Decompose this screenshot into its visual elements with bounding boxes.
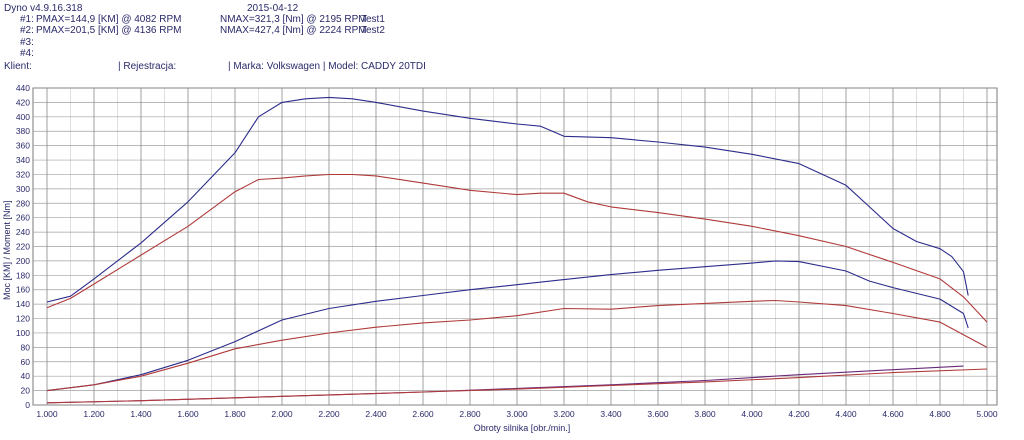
x-tick-label: 5.000 [976, 409, 998, 419]
series-line-4 [46, 299, 988, 392]
x-tick-label: 3.600 [647, 409, 669, 419]
grid [33, 87, 997, 406]
x-tick-label: 2.400 [365, 409, 387, 419]
y-tick-label: 120 [16, 314, 30, 324]
x-tick-label: 4.000 [741, 409, 763, 419]
run-4-label: #4: [20, 48, 34, 59]
series-line-3 [46, 260, 969, 392]
y-tick-label: 320 [16, 169, 30, 179]
test-date: 2015-04-12 [247, 3, 299, 14]
x-tick-label: 1.000 [36, 409, 58, 419]
y-tick-labels: 0 20 40 60 80 100 120 140 160 180 200 220 240 260 280 3… [16, 83, 30, 410]
run-1-label: #1: [20, 14, 34, 25]
run-3-label: #3: [20, 37, 34, 48]
y-tick-label: 160 [16, 285, 30, 295]
x-axis-label: Obroty silnika [obr./min.] [474, 423, 571, 433]
y-tick-label: 200 [16, 256, 30, 266]
run-1-test: Test1 [361, 14, 385, 25]
series-line-6 [46, 368, 988, 404]
x-tick-label: 1.800 [224, 409, 246, 419]
run-1-nmax: NMAX=321,3 [Nm] @ 2195 RPM [220, 14, 367, 25]
x-tick-labels: 1.000 1.200 1.400 1.600 1.800 2.000 2.200 2.400… [36, 409, 998, 419]
client-label: Klient: [4, 61, 32, 72]
y-tick-label: 380 [16, 126, 30, 136]
y-tick-label: 20 [21, 386, 31, 396]
y-tick-label: 100 [16, 328, 30, 338]
x-tick-label: 3.200 [553, 409, 575, 419]
registration-label: | Rejestracja: [118, 61, 177, 72]
y-tick-label: 300 [16, 184, 30, 194]
y-axis-label: Moc [KM] / Moment [Nm] [2, 200, 12, 300]
y-tick-label: 260 [16, 213, 30, 223]
x-tick-label: 2.800 [459, 409, 481, 419]
y-tick-label: 240 [16, 227, 30, 237]
y-tick-label: 80 [21, 342, 31, 352]
x-tick-label: 2.000 [271, 409, 293, 419]
y-tick-label: 140 [16, 299, 30, 309]
x-tick-label: 4.600 [882, 409, 904, 419]
x-tick-label: 4.800 [929, 409, 951, 419]
y-tick-label: 60 [21, 357, 31, 367]
run-2-nmax: NMAX=427,4 [Nm] @ 2224 RPM [220, 25, 367, 36]
y-tick-label: 440 [16, 83, 30, 93]
make-model: | Marka: Volkswagen | Model: CADDY 20TDI [228, 61, 426, 72]
x-tick-label: 2.200 [318, 409, 340, 419]
y-tick-label: 0 [25, 400, 30, 410]
run-2-label: #2: [20, 25, 34, 36]
series-line-1 [46, 96, 969, 303]
x-tick-label: 2.600 [412, 409, 434, 419]
run-2-test: Test2 [361, 25, 385, 36]
y-tick-label: 280 [16, 198, 30, 208]
x-tick-label: 4.200 [788, 409, 810, 419]
y-tick-label: 360 [16, 141, 30, 151]
run-1-pmax: PMAX=144,9 [KM] @ 4082 RPM [36, 14, 182, 25]
x-tick-label: 3.400 [600, 409, 622, 419]
app-version: Dyno v4.9.16.318 [4, 3, 83, 14]
y-tick-label: 180 [16, 270, 30, 280]
series-line-2 [46, 173, 988, 323]
x-tick-label: 1.200 [83, 409, 105, 419]
x-tick-label: 3.000 [506, 409, 528, 419]
y-tick-label: 220 [16, 242, 30, 252]
x-tick-label: 1.400 [130, 409, 152, 419]
y-tick-label: 400 [16, 112, 30, 122]
run-2-pmax: PMAX=201,5 [KM] @ 4136 RPM [36, 25, 182, 36]
series-group [46, 96, 988, 404]
x-tick-label: 1.600 [177, 409, 199, 419]
y-tick-label: 420 [16, 97, 30, 107]
y-tick-label: 340 [16, 155, 30, 165]
y-tick-label: 40 [21, 371, 31, 381]
x-tick-label: 3.800 [694, 409, 716, 419]
x-tick-label: 4.400 [835, 409, 857, 419]
